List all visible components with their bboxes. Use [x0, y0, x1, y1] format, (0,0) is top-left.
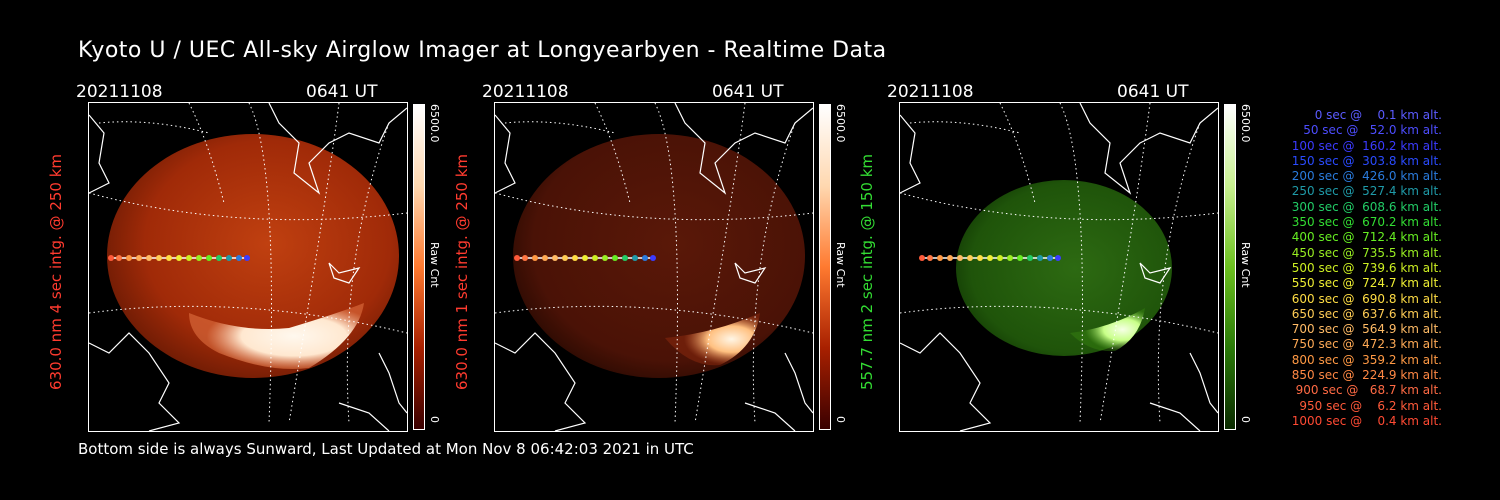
legend-row: 250 sec @ 527.4 km alt.: [1291, 184, 1442, 199]
all-sky-image-graphic: [495, 103, 813, 431]
legend-row: 150 sec @ 303.8 km alt.: [1291, 153, 1442, 168]
legend-row: 50 sec @ 52.0 km alt.: [1303, 123, 1442, 138]
colorbar: [1224, 104, 1236, 430]
legend-row: 850 sec @ 224.9 km alt.: [1291, 368, 1442, 383]
legend-row: 500 sec @ 739.6 km alt.: [1291, 260, 1442, 275]
legend-row: 350 sec @ 670.2 km alt.: [1291, 215, 1442, 230]
legend-row: 450 sec @ 735.5 km alt.: [1291, 245, 1442, 260]
trajectory-dots: [514, 255, 656, 261]
airglow-panel-1: 20211108 0641 UT 630.0 nm 4 sec intg. @ …: [47, 82, 476, 432]
legend-row: 200 sec @ 426.0 km alt.: [1291, 169, 1442, 184]
panel-wavelength-label: 630.0 nm 1 sec intg. @ 250 km: [453, 153, 471, 391]
all-sky-image-graphic: [89, 103, 407, 431]
all-sky-image: [899, 102, 1219, 432]
legend-row: 550 sec @ 724.7 km alt.: [1291, 276, 1442, 291]
legend-row: 400 sec @ 712.4 km alt.: [1291, 230, 1442, 245]
airglow-panel-2: 20211108 0641 UT 630.0 nm 1 sec intg. @ …: [453, 82, 882, 432]
footer-note: Bottom side is always Sunward, Last Upda…: [78, 440, 694, 458]
colorbar-max: 6500.0: [428, 104, 441, 143]
panel-date: 20211108: [76, 82, 163, 102]
legend-row: 950 sec @ 6.2 km alt.: [1299, 398, 1442, 413]
all-sky-image-graphic: [900, 103, 1218, 431]
panel-wavelength-label: 557.7 nm 2 sec intg. @ 150 km: [858, 153, 876, 391]
colorbar-unit: Raw Cnt: [428, 242, 441, 288]
legend-row: 750 sec @ 472.3 km alt.: [1291, 337, 1442, 352]
colorbar-max: 6500.0: [834, 104, 847, 143]
colorbar-unit: Raw Cnt: [1239, 242, 1252, 288]
legend-row: 300 sec @ 608.6 km alt.: [1291, 199, 1442, 214]
legend-row: 700 sec @ 564.9 km alt.: [1291, 322, 1442, 337]
colorbar-min: 0: [1239, 416, 1252, 423]
airglow-panel-3: 20211108 0641 UT 557.7 nm 2 sec intg. @ …: [858, 82, 1287, 432]
panel-time: 0641 UT: [712, 82, 784, 102]
panel-date: 20211108: [887, 82, 974, 102]
colorbar-unit: Raw Cnt: [834, 242, 847, 288]
panel-date: 20211108: [482, 82, 569, 102]
panel-wavelength-label: 630.0 nm 4 sec intg. @ 250 km: [47, 153, 65, 391]
trajectory-dots: [919, 255, 1061, 261]
legend-row: 650 sec @ 637.6 km alt.: [1291, 306, 1442, 321]
all-sky-image: [88, 102, 408, 432]
legend-row: 600 sec @ 690.8 km alt.: [1291, 291, 1442, 306]
colorbar: [413, 104, 425, 430]
colorbar: [819, 104, 831, 430]
legend-row: 800 sec @ 359.2 km alt.: [1291, 352, 1442, 367]
panel-time: 0641 UT: [1117, 82, 1189, 102]
legend-row: 900 sec @ 68.7 km alt.: [1295, 383, 1442, 398]
legend-row: 100 sec @ 160.2 km alt.: [1291, 138, 1442, 153]
legend-row: 1000 sec @ 0.4 km alt.: [1291, 413, 1442, 428]
colorbar-min: 0: [428, 416, 441, 423]
colorbar-max: 6500.0: [1239, 104, 1252, 143]
trajectory-dots: [108, 255, 250, 261]
page-title: Kyoto U / UEC All-sky Airglow Imager at …: [78, 38, 887, 63]
all-sky-image: [494, 102, 814, 432]
trajectory-legend: 0 sec @ 0.1 km alt. 50 sec @ 52.0 km alt.…: [1262, 108, 1442, 429]
colorbar-min: 0: [834, 416, 847, 423]
legend-row: 0 sec @ 0.1 km alt.: [1314, 108, 1442, 122]
panel-time: 0641 UT: [306, 82, 378, 102]
